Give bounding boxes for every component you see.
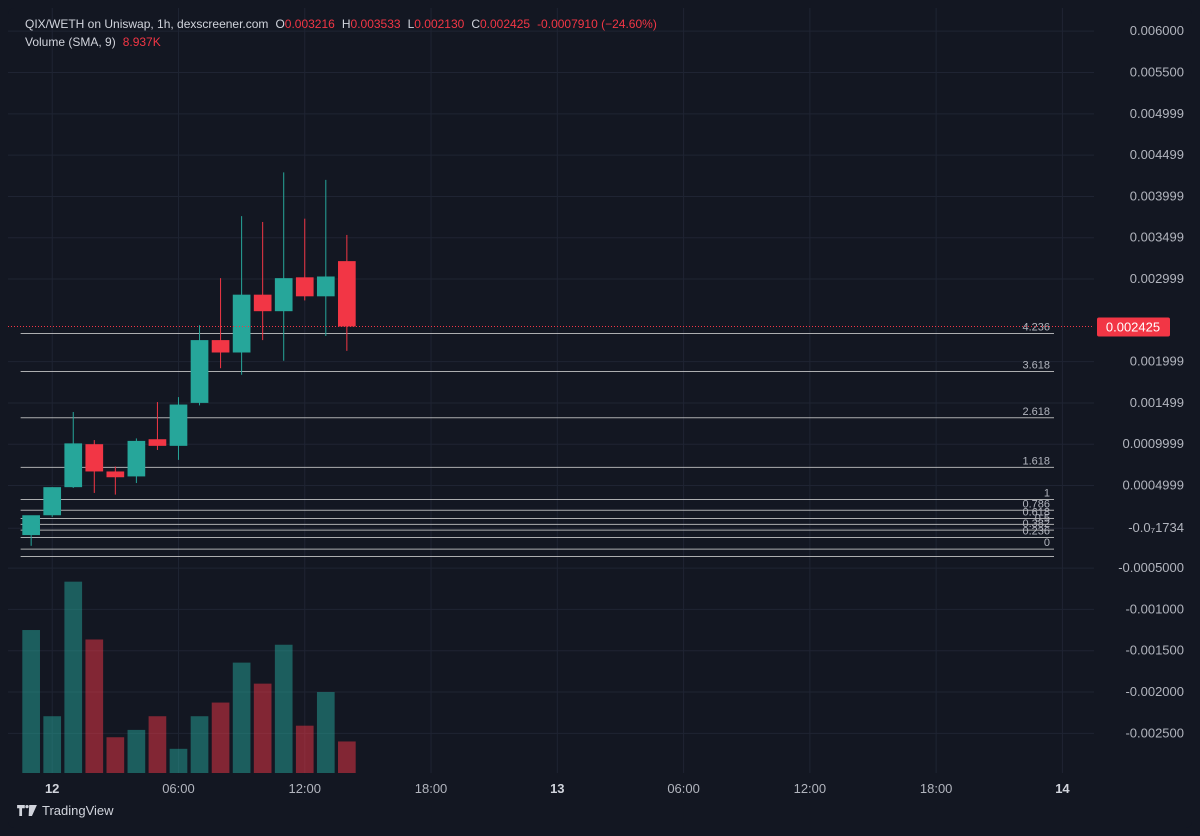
- volume-bar: [253, 683, 272, 773]
- volume-bar: [106, 737, 125, 773]
- volume-bar: [148, 716, 167, 773]
- x-tick-label: 13: [550, 781, 564, 796]
- volume-value: 8.937K: [122, 35, 161, 49]
- pair-title: QIX/WETH on Uniswap, 1h, dexscreener.com: [25, 17, 269, 31]
- brand-name: TradingView: [42, 803, 114, 818]
- x-tick-label: 12:00: [288, 781, 321, 796]
- candle-body[interactable]: [253, 294, 272, 312]
- fib-level-label: 0.382: [1022, 518, 1050, 530]
- x-tick-label: 06:00: [162, 781, 195, 796]
- volume-bar: [190, 716, 209, 773]
- y-tick-label: -0.001000: [1125, 601, 1184, 616]
- volume-bar: [295, 725, 314, 773]
- y-tick-label: 0.002999: [1130, 271, 1184, 286]
- ohlc-legend: QIX/WETH on Uniswap, 1h, dexscreener.com…: [25, 17, 657, 31]
- candle-body[interactable]: [148, 439, 167, 446]
- candle-body[interactable]: [169, 404, 188, 446]
- candle-body[interactable]: [22, 515, 40, 536]
- fib-level-label: 2.618: [1022, 406, 1050, 418]
- x-tick-label: 18:00: [415, 781, 448, 796]
- last-price-label: 0.002425: [1106, 319, 1160, 334]
- y-tick-label: 0.0004999: [1123, 478, 1184, 493]
- fib-level-label: 3.618: [1022, 359, 1050, 371]
- volume-bar: [22, 630, 40, 773]
- y-tick-label: 0.003499: [1130, 230, 1184, 245]
- fib-level-label: 0.5: [1035, 512, 1050, 524]
- low-label: L: [407, 17, 415, 31]
- y-tick-label: 0.0009999: [1123, 436, 1184, 451]
- y-tick-label: 0.001499: [1130, 395, 1184, 410]
- candle-body[interactable]: [232, 294, 251, 353]
- candle-body[interactable]: [274, 278, 293, 312]
- volume-bar: [338, 741, 356, 773]
- volume-bar: [85, 639, 104, 773]
- last-price-badge: [1097, 317, 1170, 337]
- close-value: 0.002425: [480, 17, 531, 31]
- high-label: H: [341, 17, 351, 31]
- volume-bar: [316, 692, 335, 773]
- candle-body[interactable]: [295, 277, 314, 297]
- y-tick-label: 0.001999: [1130, 354, 1184, 369]
- y-tick-label: -0.001500: [1125, 643, 1184, 658]
- y-tick-label: 0.004999: [1130, 106, 1184, 121]
- tradingview-logo-icon: [17, 805, 37, 816]
- x-tick-label: 18:00: [920, 781, 953, 796]
- volume-bar: [127, 729, 146, 773]
- candle-body[interactable]: [43, 487, 62, 516]
- x-tick-label: 12: [45, 781, 59, 796]
- fib-level-label: 1: [1044, 488, 1050, 500]
- candle-body[interactable]: [338, 261, 356, 327]
- open-value: 0.003216: [284, 17, 335, 31]
- tradingview-brand[interactable]: TradingView: [17, 803, 114, 818]
- volume-label: Volume (SMA, 9): [25, 35, 116, 49]
- fib-level-label: 1.618: [1022, 455, 1050, 467]
- volume-bar: [211, 702, 230, 773]
- candle-body[interactable]: [190, 340, 209, 403]
- fib-level-label: 0.236: [1022, 526, 1050, 538]
- y-tick-label: -0.0₇1734: [1128, 520, 1184, 535]
- candle-body[interactable]: [127, 440, 146, 477]
- y-tick-label: 0.006000: [1130, 23, 1184, 38]
- volume-bar: [64, 581, 83, 773]
- candle-body[interactable]: [106, 471, 125, 478]
- candlestick-chart[interactable]: 4.2363.6182.6181.61810.7860.6180.50.3820…: [8, 8, 1192, 828]
- low-value: 0.002130: [414, 17, 465, 31]
- y-tick-label: -0.002500: [1125, 725, 1184, 740]
- change-value: -0.0007910 (−24.60%): [537, 17, 657, 31]
- x-tick-label: 06:00: [667, 781, 700, 796]
- fib-level-label: 4.236: [1022, 321, 1050, 333]
- close-label: C: [471, 17, 480, 31]
- volume-bar: [232, 662, 251, 773]
- y-tick-label: 0.003999: [1130, 188, 1184, 203]
- candle-body[interactable]: [211, 340, 230, 353]
- volume-bar: [169, 748, 188, 773]
- fib-level-label: 0: [1044, 537, 1050, 549]
- y-tick-label: 0.004499: [1130, 147, 1184, 162]
- volume-bar: [43, 716, 62, 773]
- open-label: O: [275, 17, 285, 31]
- y-tick-label: -0.0005000: [1118, 560, 1184, 575]
- x-tick-label: 12:00: [794, 781, 827, 796]
- candle-body[interactable]: [316, 276, 335, 297]
- candle-body[interactable]: [85, 444, 104, 472]
- fib-level-label: 0.618: [1022, 507, 1050, 519]
- y-tick-label: -0.002000: [1125, 684, 1184, 699]
- fib-level-label: 0.786: [1022, 498, 1050, 510]
- candle-body[interactable]: [64, 443, 83, 488]
- volume-bar: [274, 644, 293, 773]
- x-tick-label: 14: [1055, 781, 1070, 796]
- y-tick-label: 0.005500: [1130, 64, 1184, 79]
- volume-legend: Volume (SMA, 9) 8.937K: [25, 35, 161, 49]
- chart-frame: 4.236 3.618 2.618 1.618 1 0.786 0.618 0.5 0.382 0…: [8, 8, 1192, 828]
- high-value: 0.003533: [350, 17, 401, 31]
